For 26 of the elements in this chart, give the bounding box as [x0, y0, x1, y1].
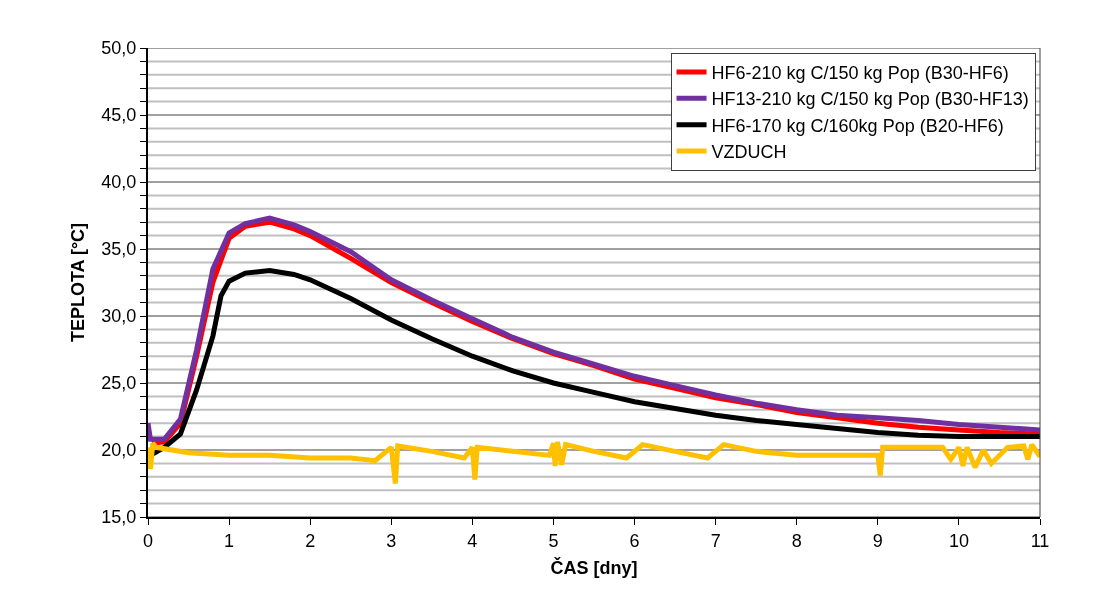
y-tick-label: 35,0	[101, 239, 137, 260]
y-tick-label: 30,0	[101, 306, 137, 327]
y-tick-label: 25,0	[101, 373, 137, 394]
legend-label: HF6-170 kg C/160kg Pop (B20-HF6)	[711, 115, 1004, 136]
x-axis-title: ČAS [dny]	[550, 557, 638, 579]
legend-label: HF13-210 kg C/150 kg Pop (B30-HF13)	[711, 89, 1029, 110]
y-tick-label: 45,0	[101, 105, 137, 126]
legend-label: VZDUCH	[711, 142, 787, 163]
x-tick-label: 8	[791, 530, 802, 551]
y-tick-label: 15,0	[101, 507, 137, 528]
x-tick-label: 1	[224, 530, 235, 551]
x-tick-label: 3	[386, 530, 397, 551]
x-tick-label: 9	[872, 530, 883, 551]
y-tick-label: 50,0	[101, 38, 137, 59]
x-tick-label: 0	[142, 530, 154, 551]
x-tick-label: 2	[305, 530, 316, 551]
x-tick-label: 6	[629, 530, 640, 551]
y-tick-label: 40,0	[101, 172, 137, 193]
legend-label: HF6-210 kg C/150 kg Pop (B30-HF6)	[711, 62, 1009, 83]
x-tick-label: 4	[467, 530, 478, 551]
y-axis-title: TEPLOTA [°C]	[68, 222, 89, 343]
x-tick-label: 10	[948, 530, 969, 551]
x-tick-label: 7	[710, 530, 721, 551]
x-tick-label: 11	[1030, 530, 1050, 551]
y-tick-label: 20,0	[101, 440, 137, 461]
x-tick-label: 5	[548, 530, 559, 551]
